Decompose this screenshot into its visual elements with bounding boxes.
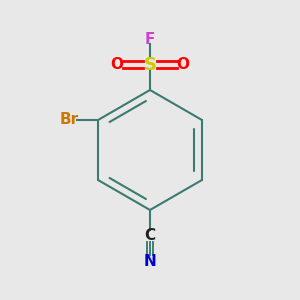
Text: O: O	[110, 57, 124, 72]
Text: Br: Br	[60, 112, 79, 128]
Text: F: F	[145, 32, 155, 46]
Text: O: O	[176, 57, 190, 72]
Text: N: N	[144, 254, 156, 268]
Text: S: S	[143, 56, 157, 74]
Text: C: C	[144, 228, 156, 243]
